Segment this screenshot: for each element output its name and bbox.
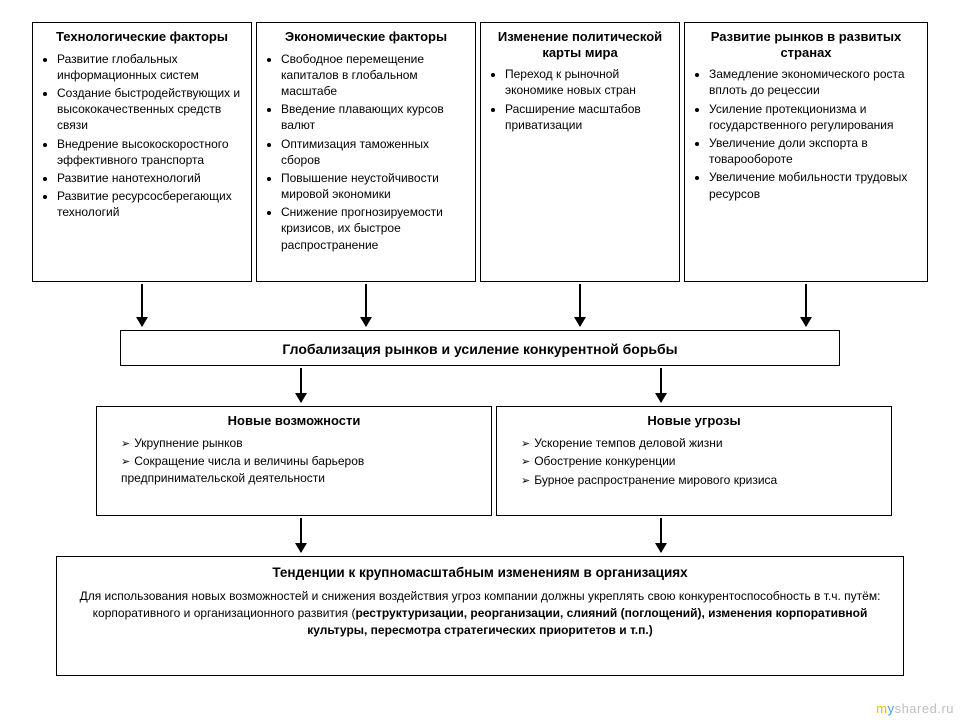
top-box-0: Технологические факторы Развитие глобальн…: [32, 22, 252, 282]
top-box-2: Изменение политической карты мира Переход…: [480, 22, 680, 282]
top-box-list-0: Развитие глобальных информационных систе…: [41, 51, 243, 221]
list-item: Увеличение мобильности трудовых ресурсов: [709, 169, 919, 201]
top-box-list-1: Свободное перемещение капиталов в глобал…: [265, 51, 467, 253]
top-box-title-3: Развитие рынков в развитых странах: [693, 29, 919, 60]
top-box-1: Экономические факторы Свободное перемещен…: [256, 22, 476, 282]
top-box-title-0: Технологические факторы: [41, 29, 243, 45]
arrow: [141, 284, 143, 326]
list-item: Снижение прогнозируемости кризисов, их б…: [281, 204, 467, 253]
mid-box-title-1: Новые угрозы: [505, 413, 883, 429]
list-item: Повышение неустойчивости мировой экономи…: [281, 170, 467, 202]
arrow: [579, 284, 581, 326]
list-item: Укрупнение рынков: [121, 435, 483, 452]
list-item: Создание быстродействующих и высококачес…: [57, 85, 243, 134]
list-item: Расширение масштабов приватизации: [505, 101, 671, 133]
list-item: Оптимизация таможенных сборов: [281, 136, 467, 168]
top-box-list-3: Замедление экономического роста вплоть д…: [693, 66, 919, 202]
list-item: Замедление экономического роста вплоть д…: [709, 66, 919, 98]
watermark: myshared.ru: [876, 701, 954, 716]
top-box-list-2: Переход к рыночной экономике новых стран…: [489, 66, 671, 133]
watermark-m: m: [876, 701, 887, 716]
list-item: Свободное перемещение капиталов в глобал…: [281, 51, 467, 100]
list-item: Усиление протекционизма и государственно…: [709, 101, 919, 133]
bottom-text-bold: реструктуризации, реорганизации, слияний…: [307, 606, 867, 637]
globalization-text: Глобализация рынков и усиление конкурент…: [282, 341, 677, 357]
mid-box-title-0: Новые возможности: [105, 413, 483, 429]
list-item: Сокращение числа и величины барьеров пре…: [121, 453, 483, 486]
list-item: Развитие ресурсосберегающих технологий: [57, 188, 243, 220]
mid-box-list-1: Ускорение темпов деловой жизниОбострение…: [505, 435, 883, 490]
mid-box-list-0: Укрупнение рынковСокращение числа и вели…: [105, 435, 483, 487]
arrow: [365, 284, 367, 326]
top-box-title-2: Изменение политической карты мира: [489, 29, 671, 60]
globalization-bar: Глобализация рынков и усиление конкурент…: [120, 330, 840, 366]
arrow: [660, 518, 662, 552]
arrow: [805, 284, 807, 326]
arrow: [660, 368, 662, 402]
mid-box-1: Новые угрозы Ускорение темпов деловой жиз…: [496, 406, 892, 516]
watermark-y: y: [888, 701, 895, 716]
bottom-box: Тенденции к крупномасштабным изменениям …: [56, 556, 904, 676]
list-item: Развитие глобальных информационных систе…: [57, 51, 243, 83]
arrow: [300, 368, 302, 402]
list-item: Бурное распространение мирового кризиса: [521, 472, 883, 489]
list-item: Развитие нанотехнологий: [57, 170, 243, 186]
top-box-title-1: Экономические факторы: [265, 29, 467, 45]
list-item: Переход к рыночной экономике новых стран: [505, 66, 671, 98]
bottom-text: Для использования новых возможностей и с…: [71, 588, 889, 638]
top-box-3: Развитие рынков в развитых странах Замедл…: [684, 22, 928, 282]
arrow: [300, 518, 302, 552]
list-item: Ускорение темпов деловой жизни: [521, 435, 883, 452]
list-item: Обострение конкуренции: [521, 453, 883, 470]
list-item: Увеличение доли экспорта в товарообороте: [709, 135, 919, 167]
mid-box-0: Новые возможности Укрупнение рынковСокращ…: [96, 406, 492, 516]
list-item: Внедрение высокоскоростного эффективного…: [57, 136, 243, 168]
watermark-rest: shared.ru: [895, 701, 954, 716]
bottom-title: Тенденции к крупномасштабным изменениям …: [71, 565, 889, 580]
list-item: Введение плавающих курсов валют: [281, 101, 467, 133]
